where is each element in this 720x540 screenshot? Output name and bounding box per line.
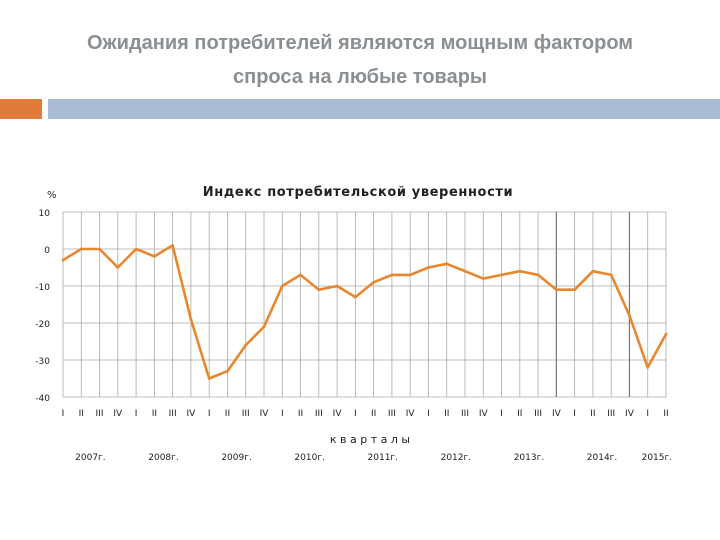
slide-title-line1: Ожидания потребителей являются мощным фа… [86, 32, 634, 54]
y-tick-label: 10 [39, 209, 51, 219]
x-tick-label: IV [479, 409, 489, 419]
x-tick-label: III [461, 409, 469, 419]
accent-bar-blue [48, 99, 720, 119]
year-label: 2015г. [642, 453, 673, 463]
data-point [244, 343, 248, 347]
x-tick-label: III [242, 409, 250, 419]
x-tick-label: IV [333, 409, 343, 419]
x-tick-label: I [208, 409, 211, 419]
x-tick-label: II [517, 409, 522, 419]
x-tick-label: III [534, 409, 542, 419]
year-label: 2007г. [75, 453, 106, 463]
year-label: 2009г. [221, 453, 252, 463]
data-point [664, 332, 668, 336]
y-tick-label: -20 [35, 320, 50, 330]
x-tick-label: II [152, 409, 157, 419]
x-tick-label: I [62, 409, 65, 419]
data-point [445, 262, 449, 266]
x-tick-label: II [663, 409, 668, 419]
year-label: 2012г. [441, 453, 472, 463]
x-axis-label: к в а р т а л ы [330, 433, 410, 446]
y-tick-label: -30 [35, 357, 50, 367]
x-tick-label: I [354, 409, 357, 419]
year-label: 2014г. [587, 453, 618, 463]
data-point [481, 277, 485, 280]
y-tick-label: -40 [35, 394, 50, 404]
data-point [408, 273, 412, 277]
x-tick-label: II [79, 409, 84, 419]
x-tick-label: II [371, 409, 376, 419]
data-point [500, 273, 503, 277]
x-tick-label: II [225, 409, 230, 419]
data-point [536, 273, 540, 277]
data-point [153, 255, 156, 258]
x-tick-label: III [169, 409, 177, 419]
slide-title: Ожидания потребителей являются мощным фа… [40, 26, 680, 94]
x-tick-label: I [135, 409, 138, 419]
x-tick-label: III [388, 409, 396, 419]
data-point [116, 266, 120, 269]
year-label: 2008г. [148, 453, 179, 463]
accent-bar-orange [0, 99, 42, 119]
series-line [61, 244, 668, 380]
x-tick-label: III [607, 409, 615, 419]
data-point [335, 284, 339, 288]
x-tick-label: IV [625, 409, 635, 419]
x-tick-label: II [590, 409, 595, 419]
x-tick-label: I [500, 409, 503, 419]
data-point [354, 295, 357, 299]
slide-title-line2: спроса на любые товары [232, 66, 487, 88]
x-tick-label: III [96, 409, 104, 419]
x-tick-label: II [298, 409, 303, 419]
data-point [555, 288, 558, 292]
data-point [646, 366, 650, 369]
data-point [573, 288, 576, 292]
data-point [628, 314, 631, 317]
x-tick-label: IV [552, 409, 562, 419]
data-point [372, 281, 375, 284]
x-tick-label: I [281, 409, 284, 419]
data-point [427, 266, 430, 269]
x-tick-label: IV [187, 409, 197, 419]
x-tick-label: IV [260, 409, 270, 419]
data-point [189, 318, 193, 321]
data-point [79, 247, 83, 251]
data-point [591, 269, 595, 273]
x-tick-label: I [646, 409, 649, 419]
data-point [299, 273, 302, 277]
data-point [609, 273, 613, 277]
year-label: 2013г. [514, 453, 545, 463]
data-point [171, 244, 174, 247]
data-point [390, 273, 394, 277]
year-label: 2011г. [368, 453, 399, 463]
x-tick-label: II [444, 409, 449, 419]
year-label: 2010г. [294, 453, 325, 463]
x-tick-label: I [427, 409, 430, 419]
data-point [518, 269, 522, 273]
x-tick-label: IV [113, 409, 123, 419]
data-point [134, 247, 138, 251]
data-point [262, 325, 266, 329]
data-point [280, 284, 284, 288]
data-point [317, 288, 321, 292]
chart-title: Индекс потребительской уверенности [203, 185, 513, 200]
data-point [207, 377, 211, 380]
x-tick-label: IV [406, 409, 416, 419]
data-point [226, 369, 229, 373]
data-point [98, 247, 101, 251]
y-tick-label: 0 [44, 246, 50, 256]
x-tick-label: I [573, 409, 576, 419]
y-axis-label: % [47, 190, 57, 201]
y-tick-label: -10 [35, 283, 50, 293]
x-tick-label: III [315, 409, 323, 419]
data-point [463, 269, 467, 273]
data-point [61, 258, 65, 262]
